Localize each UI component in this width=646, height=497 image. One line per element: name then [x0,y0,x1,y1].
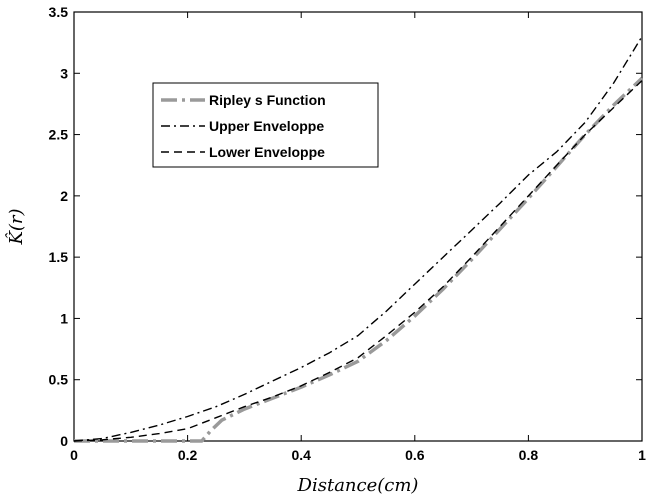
series-line-3 [73,80,643,442]
x-tick-label: 0.4 [291,447,311,463]
y-tick-label: 1 [60,310,68,326]
y-axis-label: K̂(r) [5,208,27,245]
legend-label: Upper Enveloppe [209,118,324,134]
y-tick-label: 2 [60,188,68,204]
x-tick-label: 0.6 [405,447,425,463]
y-tick-label: 1.5 [49,249,69,265]
legend-label: Ripley s Function [209,92,326,108]
x-tick-label: 0.2 [178,447,198,463]
tick-labels: 0 0.2 0.4 0.6 0.8 1 0 0.5 1 1.5 2 2.5 3 3.5 [49,4,646,463]
x-tick-label: 0.8 [519,447,539,463]
series-lines [73,36,644,443]
x-axis-label: Distance(cm) [297,475,419,496]
y-tick-label: 3.5 [49,4,69,20]
series-line-1 [74,76,644,443]
legend-label: Lower Enveloppe [209,144,325,160]
y-tick-label: 0.5 [49,372,69,388]
series-line-2 [73,36,643,442]
y-tick-label: 0 [60,433,68,449]
legend-box [152,82,379,168]
x-tick-label: 1 [638,447,646,463]
y-tick-label: 3 [60,65,68,81]
y-tick-label: 2.5 [49,127,69,143]
x-tick-label: 0 [70,447,78,463]
plot-frame [73,11,643,442]
legend: Ripley s Function Upper Enveloppe Lower En… [152,82,379,168]
